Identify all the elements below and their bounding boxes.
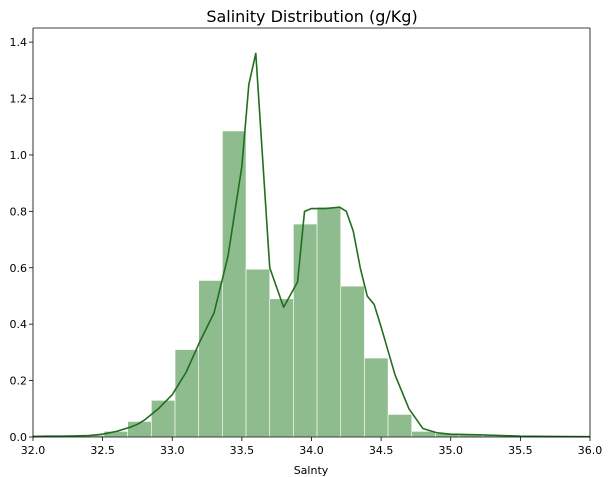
histogram-bar	[387, 414, 413, 438]
x-tick-label: 34.0	[299, 444, 324, 457]
y-tick-label: 0.6	[10, 262, 28, 275]
y-axis-ticks: 0.0 0.2 0.4 0.6 0.8 1.0 1.2 1.4	[10, 36, 33, 444]
y-tick-label: 1.2	[10, 93, 28, 106]
x-tick-label: 35.5	[508, 444, 533, 457]
x-tick-label: 33.5	[230, 444, 255, 457]
x-tick-label: 32.0	[21, 444, 46, 457]
kde-line-layer	[32, 52, 591, 438]
histogram-bar	[316, 206, 342, 438]
y-tick-label: 1.4	[10, 36, 28, 49]
y-tick-label: 0.8	[10, 205, 28, 218]
histogram-bar	[174, 349, 200, 438]
chart-title: Salinity Distribution (g/Kg)	[206, 7, 417, 26]
histogram-bar	[364, 357, 389, 438]
kde-density-line	[32, 52, 591, 438]
x-tick-label: 32.5	[90, 444, 115, 457]
x-axis-label: Salnty	[294, 464, 329, 477]
x-tick-label: 33.0	[160, 444, 185, 457]
histogram-bar	[222, 130, 247, 438]
histogram-bar	[151, 400, 176, 438]
histogram-bar	[198, 280, 223, 438]
x-axis-ticks: 32.0 32.5 33.0 33.5 34.0 34.5 35.0 35.5 36.0	[21, 437, 603, 457]
y-tick-label: 0.0	[10, 431, 28, 444]
y-tick-label: 1.0	[10, 149, 28, 162]
x-tick-label: 36.0	[578, 444, 603, 457]
histogram-bar	[340, 285, 365, 438]
x-tick-label: 34.5	[369, 444, 394, 457]
y-tick-label: 0.4	[10, 318, 28, 331]
histogram-bar	[293, 223, 318, 438]
y-tick-label: 0.2	[10, 375, 28, 388]
histogram-bar	[269, 298, 294, 438]
x-tick-label: 35.0	[439, 444, 464, 457]
histogram-bar	[411, 431, 436, 438]
histogram-bars	[32, 130, 591, 438]
histogram-bar	[245, 268, 271, 438]
